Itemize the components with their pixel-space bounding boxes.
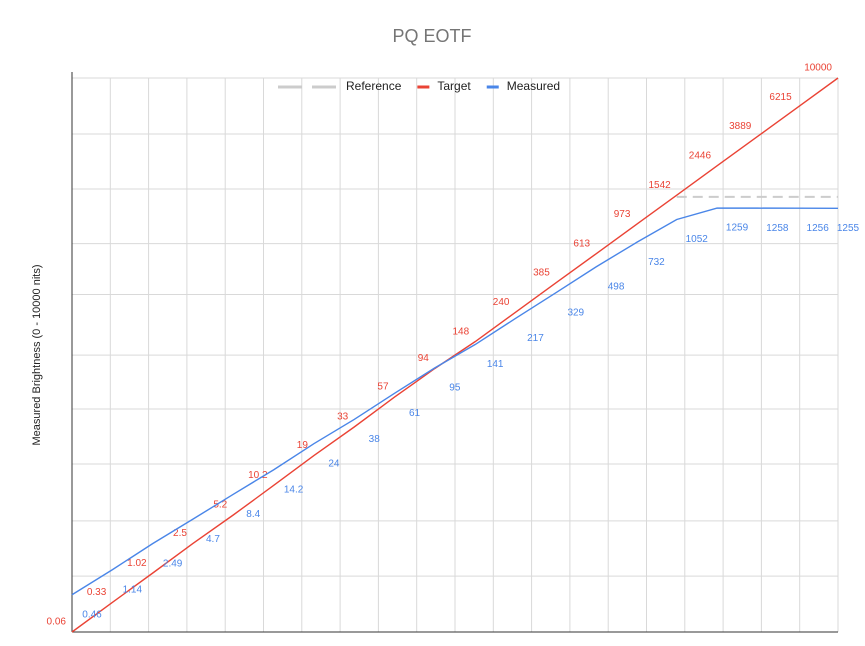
legend-label: Measured bbox=[507, 79, 560, 93]
data-label: 385 bbox=[533, 268, 550, 279]
data-label: 8.4 bbox=[246, 509, 260, 520]
data-label: 95 bbox=[449, 383, 461, 394]
data-label: 1.02 bbox=[127, 558, 147, 569]
data-label: 1052 bbox=[686, 234, 709, 245]
data-label: 141 bbox=[487, 359, 504, 370]
data-label: 0.06 bbox=[47, 617, 67, 628]
data-label: 4.7 bbox=[206, 534, 220, 545]
data-label: 148 bbox=[452, 326, 469, 337]
data-label: 5.2 bbox=[213, 500, 227, 511]
data-label: 3889 bbox=[729, 121, 752, 132]
data-label: 33 bbox=[337, 412, 349, 423]
data-label: 1259 bbox=[726, 223, 749, 234]
legend-label: Target bbox=[437, 79, 471, 93]
data-label: 94 bbox=[418, 353, 430, 364]
data-label: 2446 bbox=[689, 151, 712, 162]
data-label: 973 bbox=[614, 209, 631, 220]
data-label: 498 bbox=[608, 281, 625, 292]
data-label: 1258 bbox=[766, 223, 789, 234]
data-label: 6215 bbox=[769, 92, 792, 103]
data-label: 14.2 bbox=[284, 485, 304, 496]
data-label: 10.2 bbox=[248, 470, 268, 481]
data-label: 0.46 bbox=[82, 609, 102, 620]
data-label: 217 bbox=[527, 333, 544, 344]
data-label: 2.5 bbox=[173, 528, 187, 539]
series-line bbox=[71, 207, 839, 596]
y-axis-label: Measured Brightness (0 - 10000 nits) bbox=[31, 265, 43, 446]
series-line bbox=[71, 77, 839, 633]
data-label: 57 bbox=[377, 382, 389, 393]
data-label: 732 bbox=[648, 257, 665, 268]
chart-title: PQ EOTF bbox=[392, 26, 471, 46]
data-label: 2.49 bbox=[163, 558, 183, 569]
data-label: 240 bbox=[493, 297, 510, 308]
data-label: 613 bbox=[573, 238, 590, 249]
legend-label: Reference bbox=[346, 79, 402, 93]
data-label: 1.14 bbox=[123, 584, 143, 595]
data-label: 1256 bbox=[807, 223, 830, 234]
data-label: 0.33 bbox=[87, 587, 107, 598]
data-label: 10000 bbox=[804, 63, 832, 74]
data-label: 19 bbox=[297, 440, 309, 451]
data-label: 1255 bbox=[837, 223, 860, 234]
data-label: 1542 bbox=[648, 180, 671, 191]
data-label: 329 bbox=[567, 307, 584, 318]
data-label: 61 bbox=[409, 408, 421, 419]
data-label: 38 bbox=[369, 434, 381, 445]
data-label: 24 bbox=[328, 458, 340, 469]
